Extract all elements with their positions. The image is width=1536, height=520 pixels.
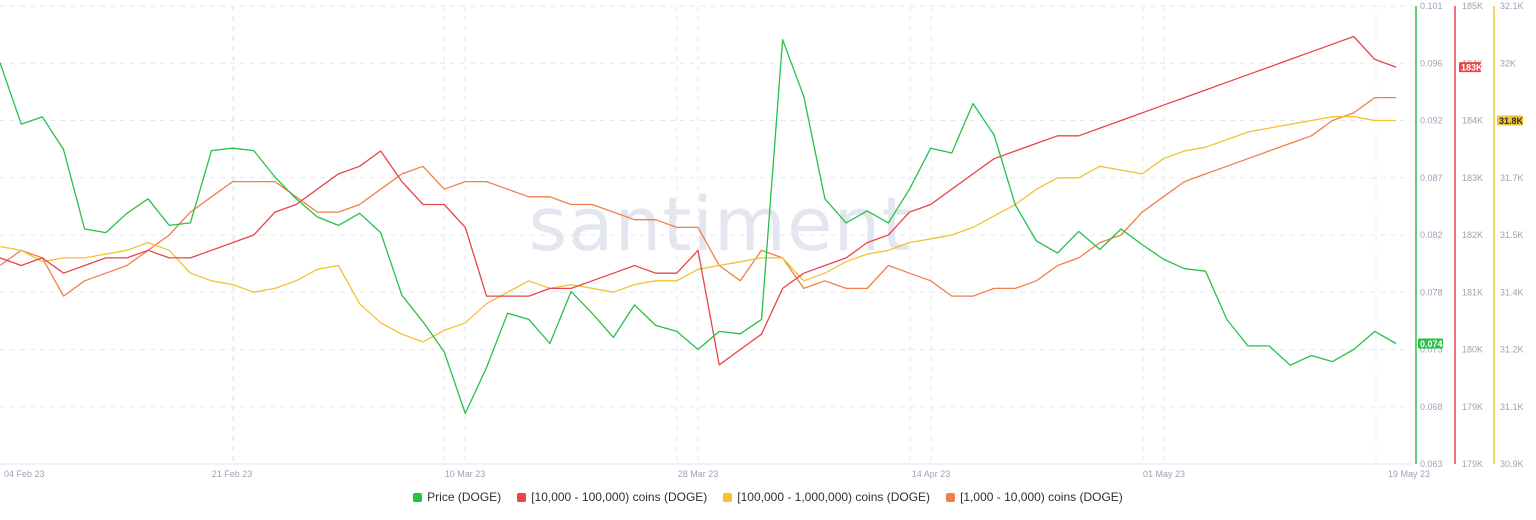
y-tick-label-price: 0.096 [1420, 58, 1443, 68]
x-tick-label: 01 May 23 [1143, 469, 1185, 479]
current-value-label-mid: 183K [1461, 63, 1483, 73]
x-tick-label: 14 Apr 23 [912, 469, 951, 479]
series-line-1 [0, 35, 1397, 366]
y-tick-label-price: 0.092 [1420, 116, 1443, 126]
y-axes: 0.101 0.096 0.092 0.087 0.082 0.078 0.073 0.068… [1415, 1, 1524, 469]
current-value-badge-large [1497, 115, 1523, 126]
legend-item-price[interactable]: Price (DOGE) [413, 490, 501, 504]
legend-label-100k-1m: [100,000 - 1,000,000) coins (DOGE) [737, 490, 931, 504]
watermark: santiment [529, 182, 912, 268]
y-tick-label-price: 0.078 [1420, 287, 1443, 297]
y-tick-label-large: 31.1K [1500, 402, 1524, 412]
chart-canvas: santiment 04 Feb 23 21 Feb 23 10 Mar 23 28 … [0, 1, 1524, 479]
y-tick-label-mid: 181K [1462, 287, 1483, 297]
y-tick-label-mid: 179K [1462, 459, 1483, 469]
y-tick-label-price: 0.101 [1420, 1, 1443, 11]
x-axis: 04 Feb 23 21 Feb 23 10 Mar 23 28 Mar 23 14 A… [4, 469, 1430, 479]
y-tick-label-large: 30.9K [1500, 459, 1524, 469]
grid [0, 5, 1412, 465]
x-tick-label: 19 May 23 [1388, 469, 1430, 479]
y-tick-label-mid: 182K [1462, 230, 1483, 240]
legend-label-price: Price (DOGE) [427, 490, 502, 504]
legend: Price (DOGE) [10,000 - 100,000) coins (D… [0, 490, 1536, 504]
x-tick-label: 21 Feb 23 [212, 469, 253, 479]
series-line-3 [0, 96, 1396, 297]
y-tick-label-price: 0.087 [1420, 173, 1443, 183]
y-tick-label-price: 0.082 [1420, 230, 1443, 240]
y-tick-label-mid: 184K [1462, 116, 1483, 126]
current-value-label-price: 0.074 [1420, 339, 1443, 349]
legend-item-1k-10k[interactable]: [1,000 - 10,000) coins (DOGE) [946, 490, 1123, 504]
x-tick-label: 04 Feb 23 [4, 469, 45, 479]
legend-label-10k-100k: [10,000 - 100,000) coins (DOGE) [531, 490, 708, 504]
y-tick-label-price: 0.063 [1420, 459, 1443, 469]
legend-item-10k-100k[interactable]: [10,000 - 100,000) coins (DOGE) [517, 490, 707, 504]
series-line-2 [0, 116, 1396, 343]
legend-swatch-price [413, 492, 423, 502]
y-tick-label-mid: 180K [1462, 345, 1483, 355]
y-tick-label-large: 31.5K [1500, 230, 1524, 240]
current-value-badge-mid [1459, 62, 1481, 73]
legend-label-1k-10k: [1,000 - 10,000) coins (DOGE) [960, 490, 1123, 504]
legend-swatch-10k-100k [517, 492, 527, 502]
legend-swatch-100k-1m [723, 492, 733, 502]
y-tick-label-large: 32K [1500, 58, 1516, 68]
current-value-label-large: 31.8K [1499, 116, 1524, 126]
x-tick-label: 28 Mar 23 [678, 469, 719, 479]
series-lines [0, 35, 1397, 415]
y-tick-label-mid: 183K [1462, 173, 1483, 183]
y-tick-label-mid: 179K [1462, 402, 1483, 412]
y-tick-label-large: 31.4K [1500, 287, 1524, 297]
y-tick-label-large: 31.7K [1500, 173, 1524, 183]
y-tick-label-large: 31.2K [1500, 345, 1524, 355]
y-tick-label-price: 0.068 [1420, 402, 1443, 412]
y-tick-label-mid: 185K [1462, 1, 1483, 11]
x-tick-label: 10 Mar 23 [445, 469, 486, 479]
y-tick-label-large: 32.1K [1500, 1, 1524, 11]
legend-swatch-1k-10k [946, 492, 956, 502]
legend-item-100k-1m[interactable]: [100,000 - 1,000,000) coins (DOGE) [723, 490, 930, 504]
series-line-0 [0, 39, 1397, 415]
y-tick-label-price: 0.073 [1420, 345, 1443, 355]
current-value-badge-price [1418, 338, 1443, 349]
